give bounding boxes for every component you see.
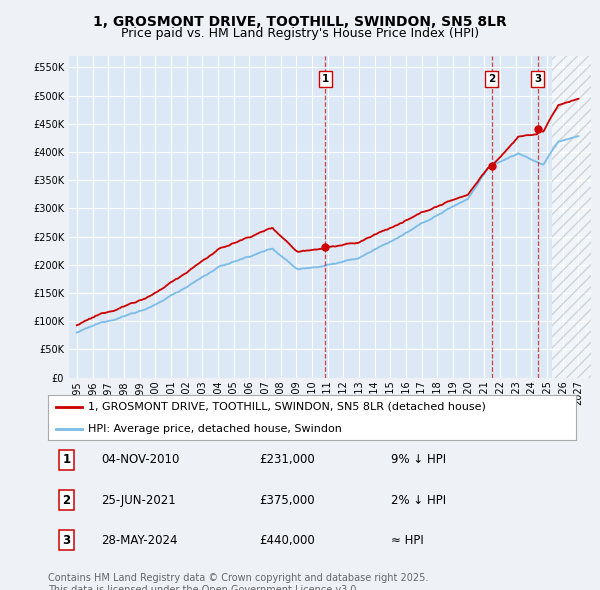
Text: 25-JUN-2021: 25-JUN-2021: [101, 493, 176, 507]
Text: 28-MAY-2024: 28-MAY-2024: [101, 534, 178, 547]
Text: 2: 2: [488, 74, 496, 84]
Text: HPI: Average price, detached house, Swindon: HPI: Average price, detached house, Swin…: [88, 424, 341, 434]
Text: 3: 3: [62, 534, 71, 547]
Text: 2% ↓ HPI: 2% ↓ HPI: [391, 493, 446, 507]
Text: Contains HM Land Registry data © Crown copyright and database right 2025.
This d: Contains HM Land Registry data © Crown c…: [48, 573, 428, 590]
Text: 1: 1: [322, 74, 329, 84]
Text: ≈ HPI: ≈ HPI: [391, 534, 424, 547]
Text: 2: 2: [62, 493, 71, 507]
Text: 9% ↓ HPI: 9% ↓ HPI: [391, 453, 446, 466]
Text: 04-NOV-2010: 04-NOV-2010: [101, 453, 179, 466]
Text: £231,000: £231,000: [259, 453, 315, 466]
Text: 1: 1: [62, 453, 71, 466]
Text: 3: 3: [534, 74, 541, 84]
Text: 1, GROSMONT DRIVE, TOOTHILL, SWINDON, SN5 8LR (detached house): 1, GROSMONT DRIVE, TOOTHILL, SWINDON, SN…: [88, 402, 485, 412]
Text: £375,000: £375,000: [259, 493, 315, 507]
Text: 1, GROSMONT DRIVE, TOOTHILL, SWINDON, SN5 8LR: 1, GROSMONT DRIVE, TOOTHILL, SWINDON, SN…: [93, 15, 507, 29]
Text: Price paid vs. HM Land Registry's House Price Index (HPI): Price paid vs. HM Land Registry's House …: [121, 27, 479, 40]
Text: £440,000: £440,000: [259, 534, 315, 547]
